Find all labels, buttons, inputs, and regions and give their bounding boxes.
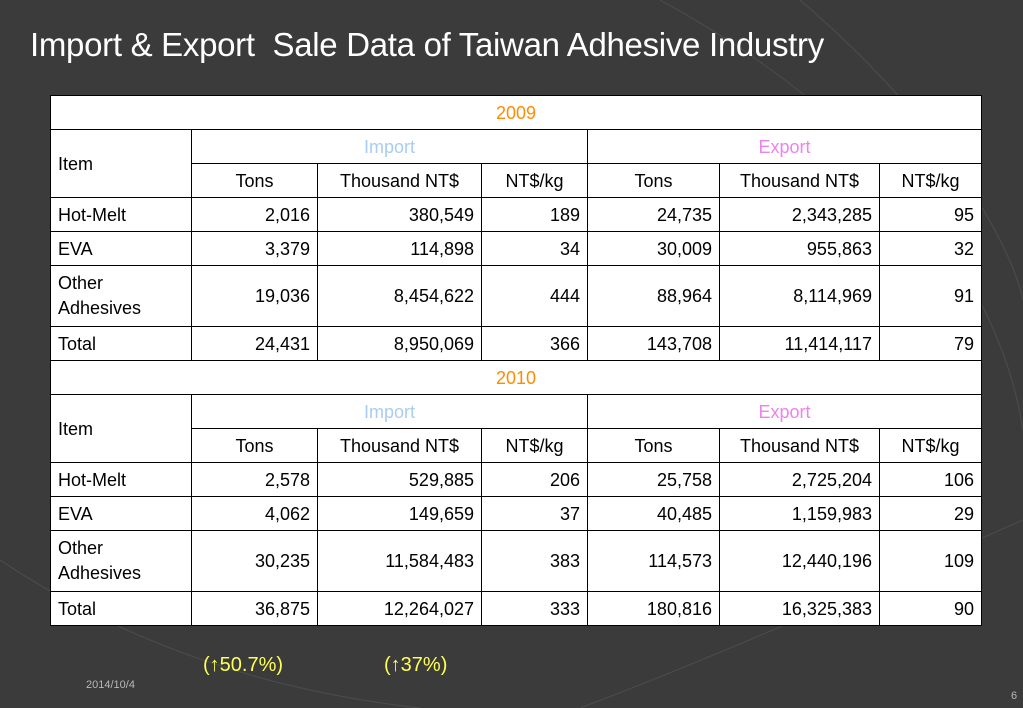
import-header: Import (191, 129, 588, 164)
table-cell: 955,863 (719, 231, 880, 266)
table-cell: 114,898 (317, 231, 482, 266)
table-cell: 3,379 (191, 231, 318, 266)
table-cell: 2,016 (191, 197, 318, 232)
table-cell: 79 (878, 326, 983, 361)
column-header: Thousand NT$ (317, 163, 482, 198)
item-header: Item (50, 129, 192, 198)
slide-page-number: 6 (1011, 690, 1018, 702)
column-header: Tons (191, 163, 318, 198)
table-cell: 90 (878, 591, 983, 626)
table-cell: 4,062 (191, 496, 318, 531)
row-item-label: Total (50, 326, 192, 361)
table-cell: 30,009 (587, 231, 720, 266)
sales-table-container: 2009 Item Import Export Tons Thousand NT$ NT$/… (49, 95, 983, 626)
table-cell: 1,159,983 (719, 496, 880, 531)
table-cell: 24,431 (191, 326, 318, 361)
table-row: Total 36,875 12,264,027 333 180,816 16,325,38… (50, 591, 983, 626)
sales-table-body: 2009 Item Import Export Tons Thousand NT$ NT$/… (49, 95, 983, 626)
import-value-change: (↑37%) (384, 654, 448, 676)
table-cell: 36,875 (191, 591, 318, 626)
table-cell: 383 (481, 530, 588, 592)
table-cell: 11,414,117 (719, 326, 880, 361)
table-row: EVA 3,379 114,898 34 30,009 955,863 32 (50, 231, 983, 266)
table-cell: 88,964 (587, 265, 720, 327)
table-cell: 206 (481, 462, 588, 497)
table-row: Hot-Melt 2,016 380,549 189 24,735 2,343,285 95 (50, 197, 983, 232)
row-item-label: EVA (50, 496, 192, 531)
table-cell: 29 (878, 496, 983, 531)
table-cell: 30,235 (191, 530, 318, 592)
table-cell: 106 (878, 462, 983, 497)
table-cell: 2,578 (191, 462, 318, 497)
year-row: 2009 (49, 95, 983, 130)
export-header: Export (586, 129, 983, 164)
table-cell: 333 (481, 591, 588, 626)
table-cell: 40,485 (587, 496, 720, 531)
column-header: Thousand NT$ (317, 428, 482, 463)
table-row: Total 24,431 8,950,069 366 143,708 11,414,117… (50, 326, 983, 361)
table-cell: 2,725,204 (719, 462, 880, 497)
import-header: Import (191, 394, 588, 429)
sales-table: 2009 Item Import Export Tons Thousand NT$ NT$/… (49, 95, 983, 626)
column-header: NT$/kg (481, 163, 588, 198)
group-header-row: Item Import Export (50, 394, 983, 463)
export-header: Export (586, 394, 983, 429)
table-row: Other Adhesives 19,036 8,454,622 444 88,964 8… (50, 265, 983, 327)
column-header: Tons (191, 428, 318, 463)
table-cell: 12,440,196 (719, 530, 880, 592)
table-cell: 149,659 (317, 496, 482, 531)
year-label: 2010 (49, 360, 983, 395)
table-cell: 11,584,483 (317, 530, 482, 592)
slide-date: 2014/10/4 (86, 679, 135, 691)
table-cell: 12,264,027 (317, 591, 482, 626)
table-cell: 380,549 (317, 197, 482, 232)
table-cell: 37 (481, 496, 588, 531)
table-cell: 114,573 (587, 530, 720, 592)
table-cell: 529,885 (317, 462, 482, 497)
table-cell: 32 (878, 231, 983, 266)
table-row: Other Adhesives 30,235 11,584,483 383 114,57… (50, 530, 983, 592)
year-label: 2009 (49, 95, 983, 130)
table-cell: 180,816 (587, 591, 720, 626)
item-header: Item (50, 394, 192, 463)
table-cell: 444 (481, 265, 588, 327)
table-cell: 91 (878, 265, 983, 327)
column-header: NT$/kg (878, 163, 983, 198)
import-tons-change: (↑50.7%) (203, 654, 284, 676)
column-header: Thousand NT$ (719, 428, 880, 463)
row-item-label: Hot-Melt (50, 462, 192, 497)
table-cell: 143,708 (587, 326, 720, 361)
table-cell: 8,454,622 (317, 265, 482, 327)
table-cell: 19,036 (191, 265, 318, 327)
row-item-label: Hot-Melt (50, 197, 192, 232)
row-item-label: Other Adhesives (50, 530, 192, 592)
table-cell: 109 (878, 530, 983, 592)
table-cell: 8,950,069 (317, 326, 482, 361)
table-cell: 8,114,969 (719, 265, 880, 327)
column-header: Tons (587, 428, 720, 463)
column-header: Tons (587, 163, 720, 198)
table-cell: 24,735 (587, 197, 720, 232)
row-item-label: Other Adhesives (50, 265, 192, 327)
row-item-label: Total (50, 591, 192, 626)
table-cell: 189 (481, 197, 588, 232)
column-header: NT$/kg (878, 428, 983, 463)
table-cell: 25,758 (587, 462, 720, 497)
table-cell: 366 (481, 326, 588, 361)
column-header: NT$/kg (481, 428, 588, 463)
table-cell: 2,343,285 (719, 197, 880, 232)
slide-title: Import & Export Sale Data of Taiwan Adhe… (30, 26, 824, 63)
table-cell: 16,325,383 (719, 591, 880, 626)
table-cell: 95 (878, 197, 983, 232)
row-item-label: EVA (50, 231, 192, 266)
column-header: Thousand NT$ (719, 163, 880, 198)
group-header-row: Item Import Export (50, 129, 983, 198)
table-row: Hot-Melt 2,578 529,885 206 25,758 2,725,204 10… (50, 462, 983, 497)
table-cell: 34 (481, 231, 588, 266)
table-row: EVA 4,062 149,659 37 40,485 1,159,983 29 (50, 496, 983, 531)
year-row: 2010 (49, 360, 983, 395)
